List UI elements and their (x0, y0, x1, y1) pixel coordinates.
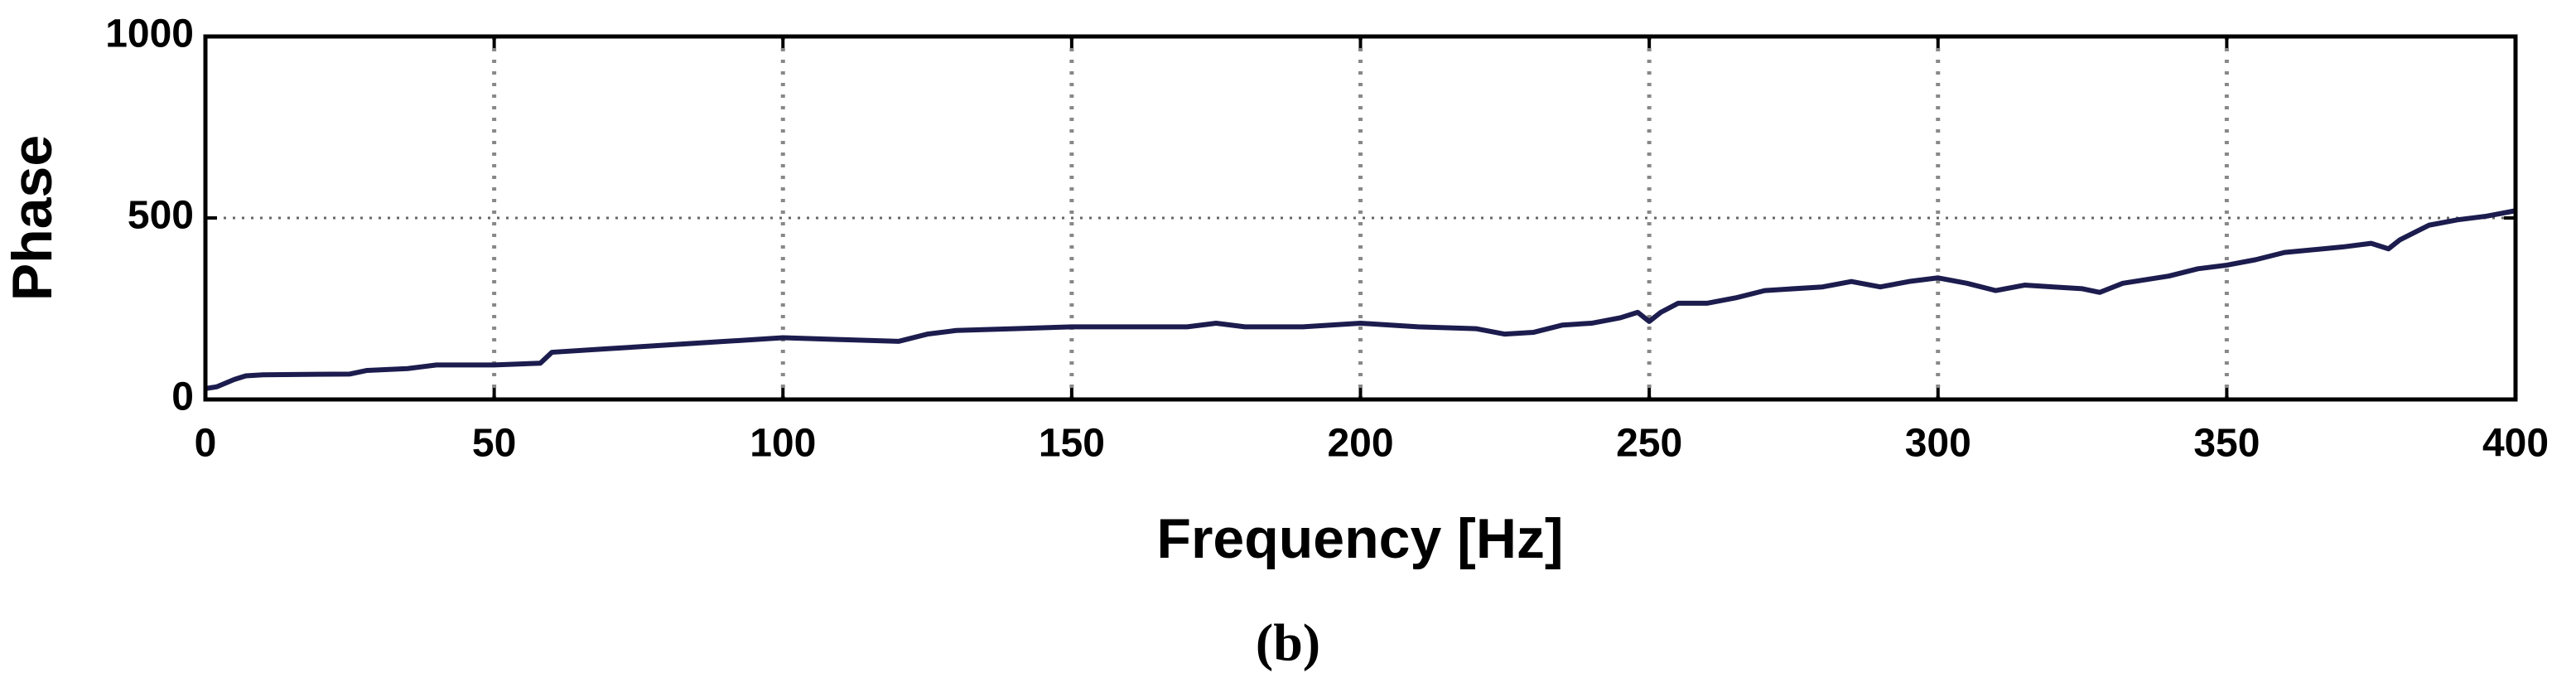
y-tick-label: 500 (128, 194, 194, 238)
x-tick-label: 200 (1327, 422, 1393, 466)
x-tick-label: 300 (1905, 422, 1971, 466)
plot-frame (203, 34, 2518, 402)
y-tick-label: 1000 (105, 12, 194, 56)
x-tick-label: 400 (2482, 422, 2549, 466)
x-tick-label: 100 (750, 422, 816, 466)
x-tick-label: 50 (472, 422, 516, 466)
x-tick-label: 0 (195, 422, 217, 466)
x-tick-label: 150 (1039, 422, 1105, 466)
x-tick-label: 250 (1616, 422, 1682, 466)
y-axis-title: Phase (1, 135, 64, 301)
y-tick-label: 0 (171, 375, 194, 419)
data-line (205, 208, 2516, 391)
x-tick-label: 350 (2193, 422, 2260, 466)
caption: (b) (1256, 613, 1320, 672)
x-axis-title: Frequency [Hz] (1156, 507, 1563, 570)
